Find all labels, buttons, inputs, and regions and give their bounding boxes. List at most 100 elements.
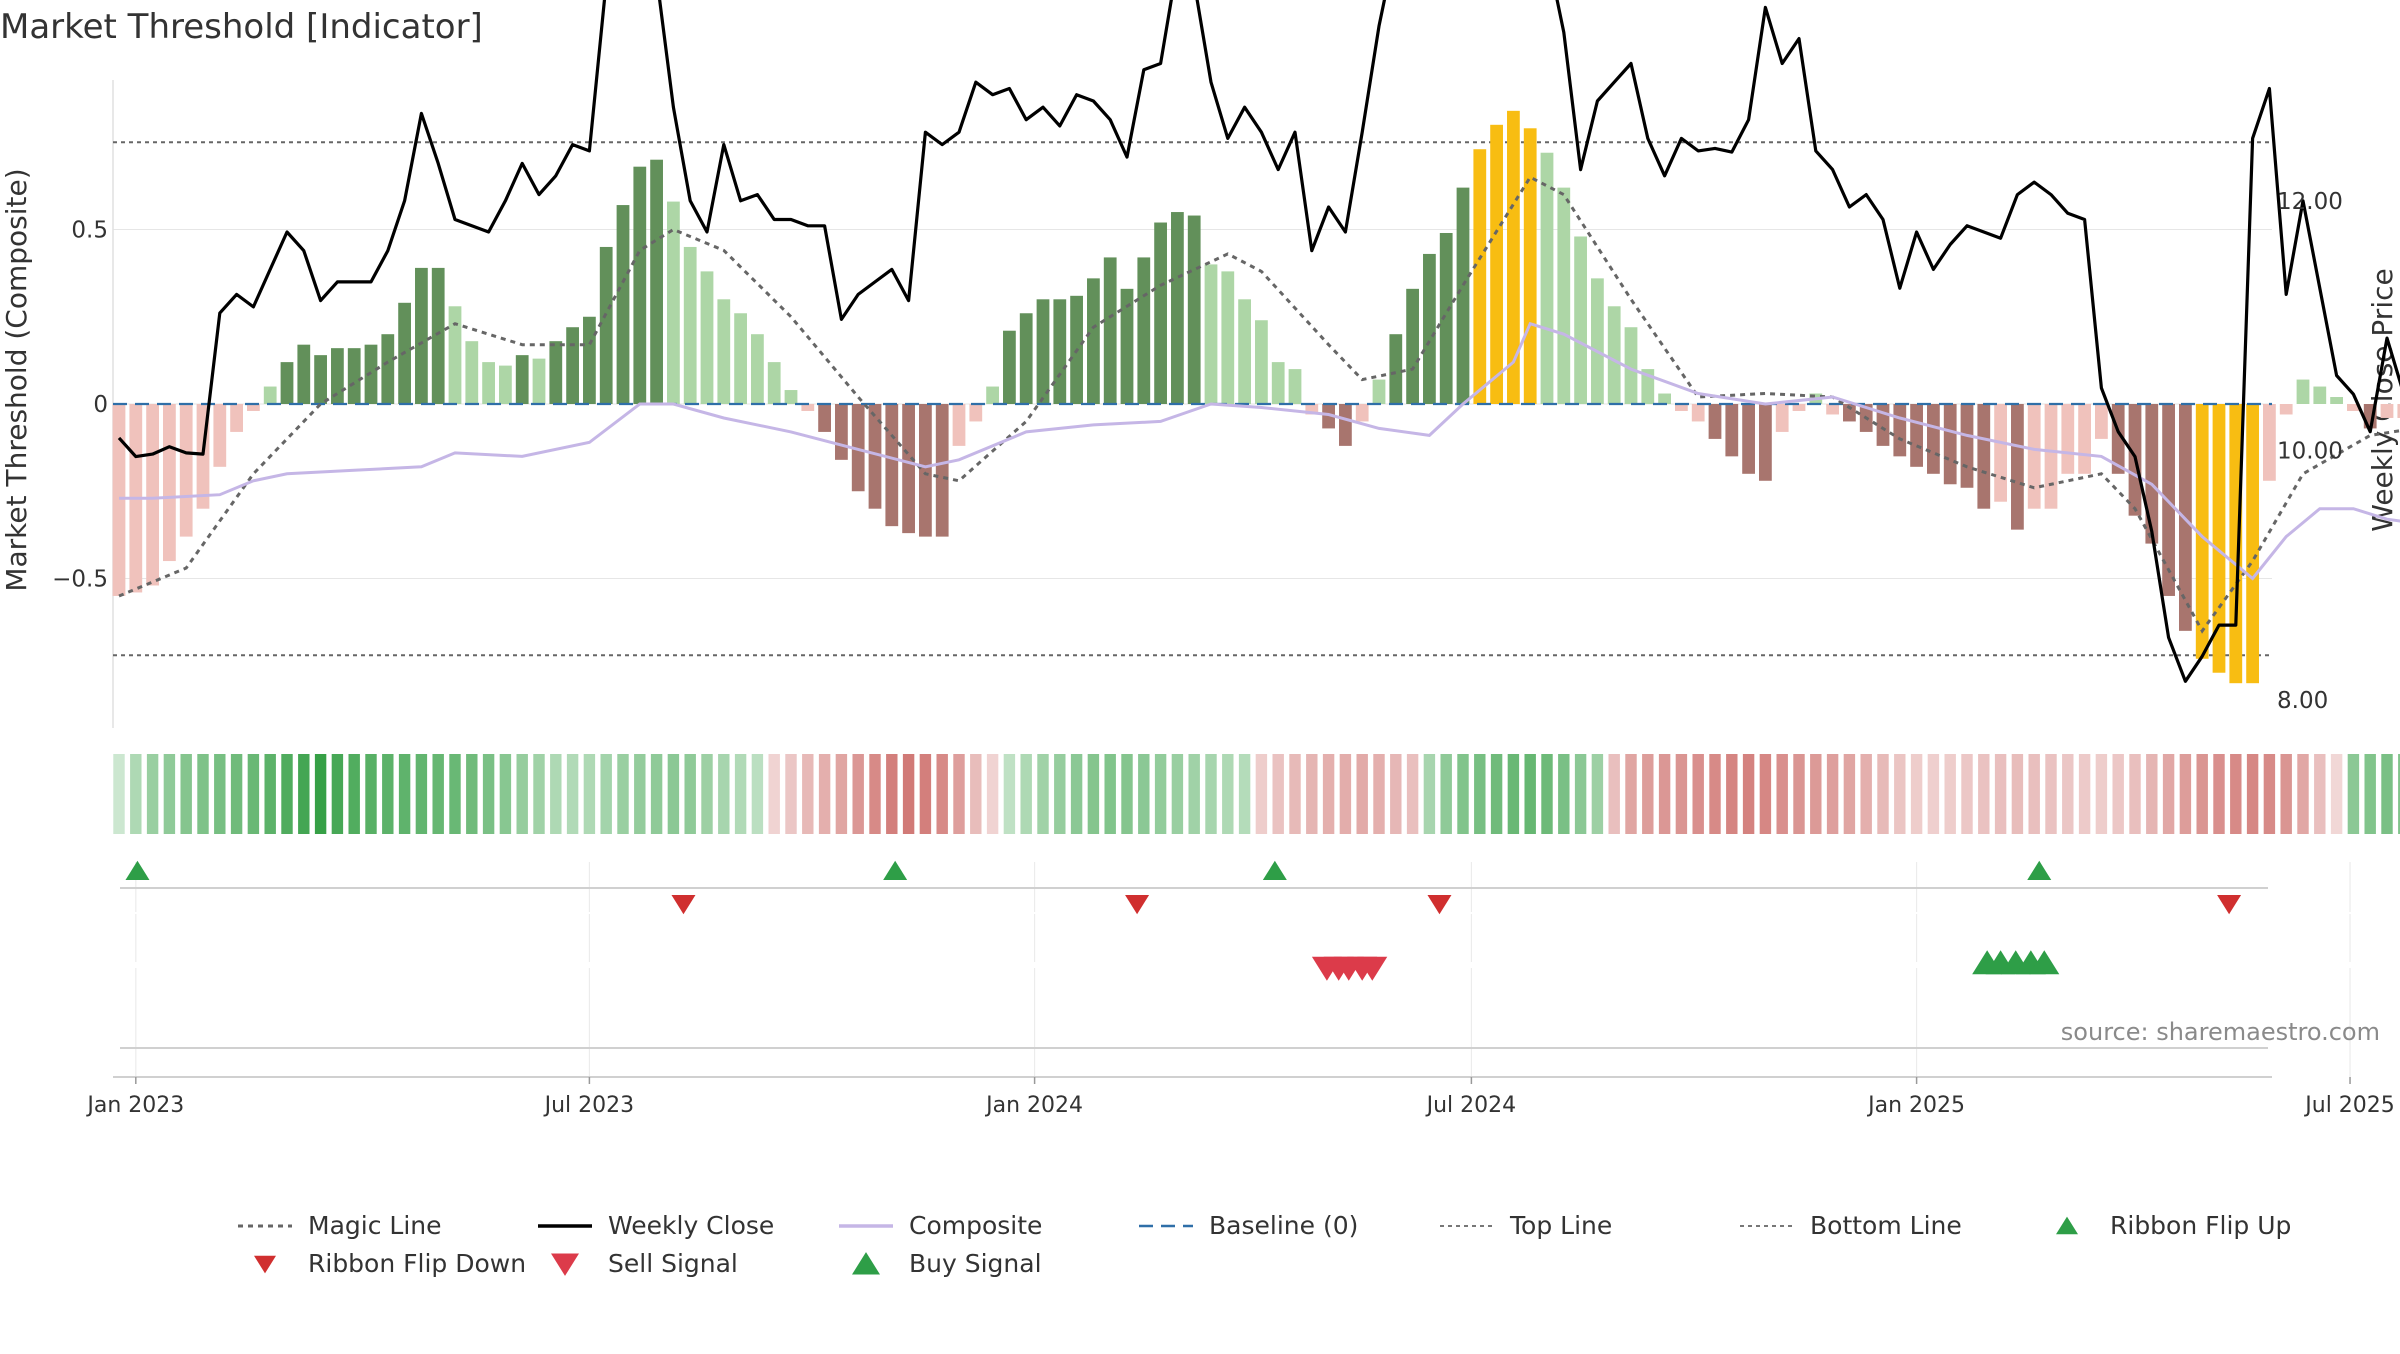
ribbon-flip-up-marker: [1262, 860, 1287, 880]
composite-bar: [1003, 330, 1016, 404]
ribbon-segment: [1608, 754, 1620, 834]
ribbon-segment: [2314, 754, 2326, 834]
composite-bar: [717, 299, 731, 404]
composite-bar: [1708, 404, 1722, 439]
composite-bar: [1473, 149, 1487, 404]
composite-bar: [767, 362, 781, 404]
composite-bar: [2279, 404, 2293, 415]
signal-rows: [113, 860, 2351, 1078]
ribbon-segment: [1490, 754, 1503, 834]
ribbon-segment: [2381, 754, 2393, 834]
indicator-lines: [113, 0, 2400, 683]
composite-bar: [381, 334, 395, 404]
legend-label: Baseline (0): [1209, 1211, 1358, 1240]
ribbon-segment: [2246, 754, 2259, 834]
ribbon-segment: [1810, 754, 1822, 834]
composite-bar: [1322, 404, 1335, 429]
composite-bar: [1759, 404, 1772, 481]
composite-bar: [2380, 404, 2394, 418]
ribbon-segment: [1927, 754, 1940, 834]
composite-bar: [2313, 386, 2327, 404]
y-tick-left: −0.5: [52, 567, 108, 593]
ribbon-segment: [2398, 754, 2400, 834]
ribbon-segment: [516, 754, 528, 834]
ribbon-segment: [533, 754, 545, 834]
ribbon-segment: [180, 754, 192, 834]
ribbon-segment: [1121, 754, 1133, 834]
composite-bar: [499, 365, 512, 404]
composite-bar: [1843, 404, 1856, 422]
composite-bar: [868, 404, 882, 509]
composite-bar: [331, 348, 344, 404]
ribbon-segment: [1322, 754, 1335, 834]
composite-bar: [2397, 404, 2400, 418]
composite-bar: [263, 386, 277, 404]
ribbon-segment: [1826, 754, 1839, 834]
ribbon-segment: [1255, 754, 1268, 834]
ribbon-segment: [1709, 754, 1721, 834]
legend-label: Composite: [909, 1211, 1042, 1240]
ribbon-flip-down-marker: [671, 895, 696, 915]
composite-bar: [2195, 404, 2209, 659]
chart-title: Market Threshold [Indicator]: [0, 7, 483, 47]
legend-swatch-flip-down: [254, 1255, 276, 1274]
composite-bar: [1187, 215, 1201, 404]
composite-bar: [2027, 404, 2041, 509]
ribbon-segment: [1272, 754, 1284, 834]
composite-bar: [280, 362, 294, 404]
composite-bar: [734, 313, 747, 404]
ribbon-segment: [1574, 754, 1587, 834]
legend-label: Magic Line: [308, 1211, 442, 1240]
ribbon-segment: [701, 754, 713, 834]
composite-bar: [2263, 404, 2276, 481]
ribbon-segment: [1054, 754, 1066, 834]
y-axis-label-left: Market Threshold (Composite): [0, 168, 33, 591]
ribbon-segment: [1726, 754, 1738, 834]
composite-bar: [1927, 404, 1940, 474]
ribbon-segment: [566, 754, 579, 834]
y-tick-left: 0: [93, 392, 108, 418]
ribbon-segment: [1776, 754, 1788, 834]
composite-bar: [1725, 404, 1739, 457]
composite-bar: [1742, 404, 1755, 474]
composite-bar: [347, 348, 361, 404]
composite-bar: [1288, 369, 1302, 404]
x-axis: Jan 2023 Jul 2023 Jan 2024 Jul 2024 Jan 2025…: [85, 1077, 2395, 1118]
ribbon-segment: [1138, 754, 1150, 834]
composite-bar: [179, 404, 193, 537]
ribbon-segment: [768, 754, 780, 834]
weekly-close-line: [117, 0, 2400, 683]
ribbon-segment: [2330, 754, 2343, 834]
legend-label: Ribbon Flip Down: [308, 1249, 526, 1278]
legend-item: Composite: [839, 1211, 1042, 1240]
composite-bars: [112, 110, 2400, 684]
composite-bar: [583, 316, 596, 404]
composite-bar: [835, 404, 848, 460]
ribbon-segment: [785, 754, 797, 834]
composite-bar: [986, 386, 999, 404]
ribbon-segment: [2146, 754, 2158, 834]
ribbon-segment: [1793, 754, 1805, 834]
ribbon-segment: [1070, 754, 1083, 834]
composite-bar: [431, 267, 445, 404]
composite-bar: [1439, 232, 1453, 404]
x-tick-label: Jan 2025: [1866, 1093, 1965, 1118]
composite-bar: [448, 306, 462, 404]
ribbon-segment: [1894, 754, 1906, 834]
ribbon-segment: [583, 754, 596, 834]
ribbon-segment: [2347, 754, 2360, 834]
ribbon-flip-up-marker: [2027, 860, 2052, 880]
composite-bar: [784, 390, 798, 404]
legend-item: Buy Signal: [852, 1249, 1042, 1278]
legend-item: Weekly Close: [538, 1211, 774, 1240]
composite-bar: [297, 344, 311, 404]
ribbon-segment: [970, 754, 982, 834]
ribbon-segment: [2213, 754, 2225, 834]
composite-bar: [1994, 404, 2007, 502]
ribbon-segment: [415, 754, 428, 834]
legend-item: Sell Signal: [551, 1249, 738, 1278]
composite-bar: [247, 404, 260, 411]
legend-item: Top Line: [1440, 1211, 1612, 1240]
y-tick-left: 0.5: [71, 218, 108, 244]
composite-bar: [2330, 397, 2343, 404]
